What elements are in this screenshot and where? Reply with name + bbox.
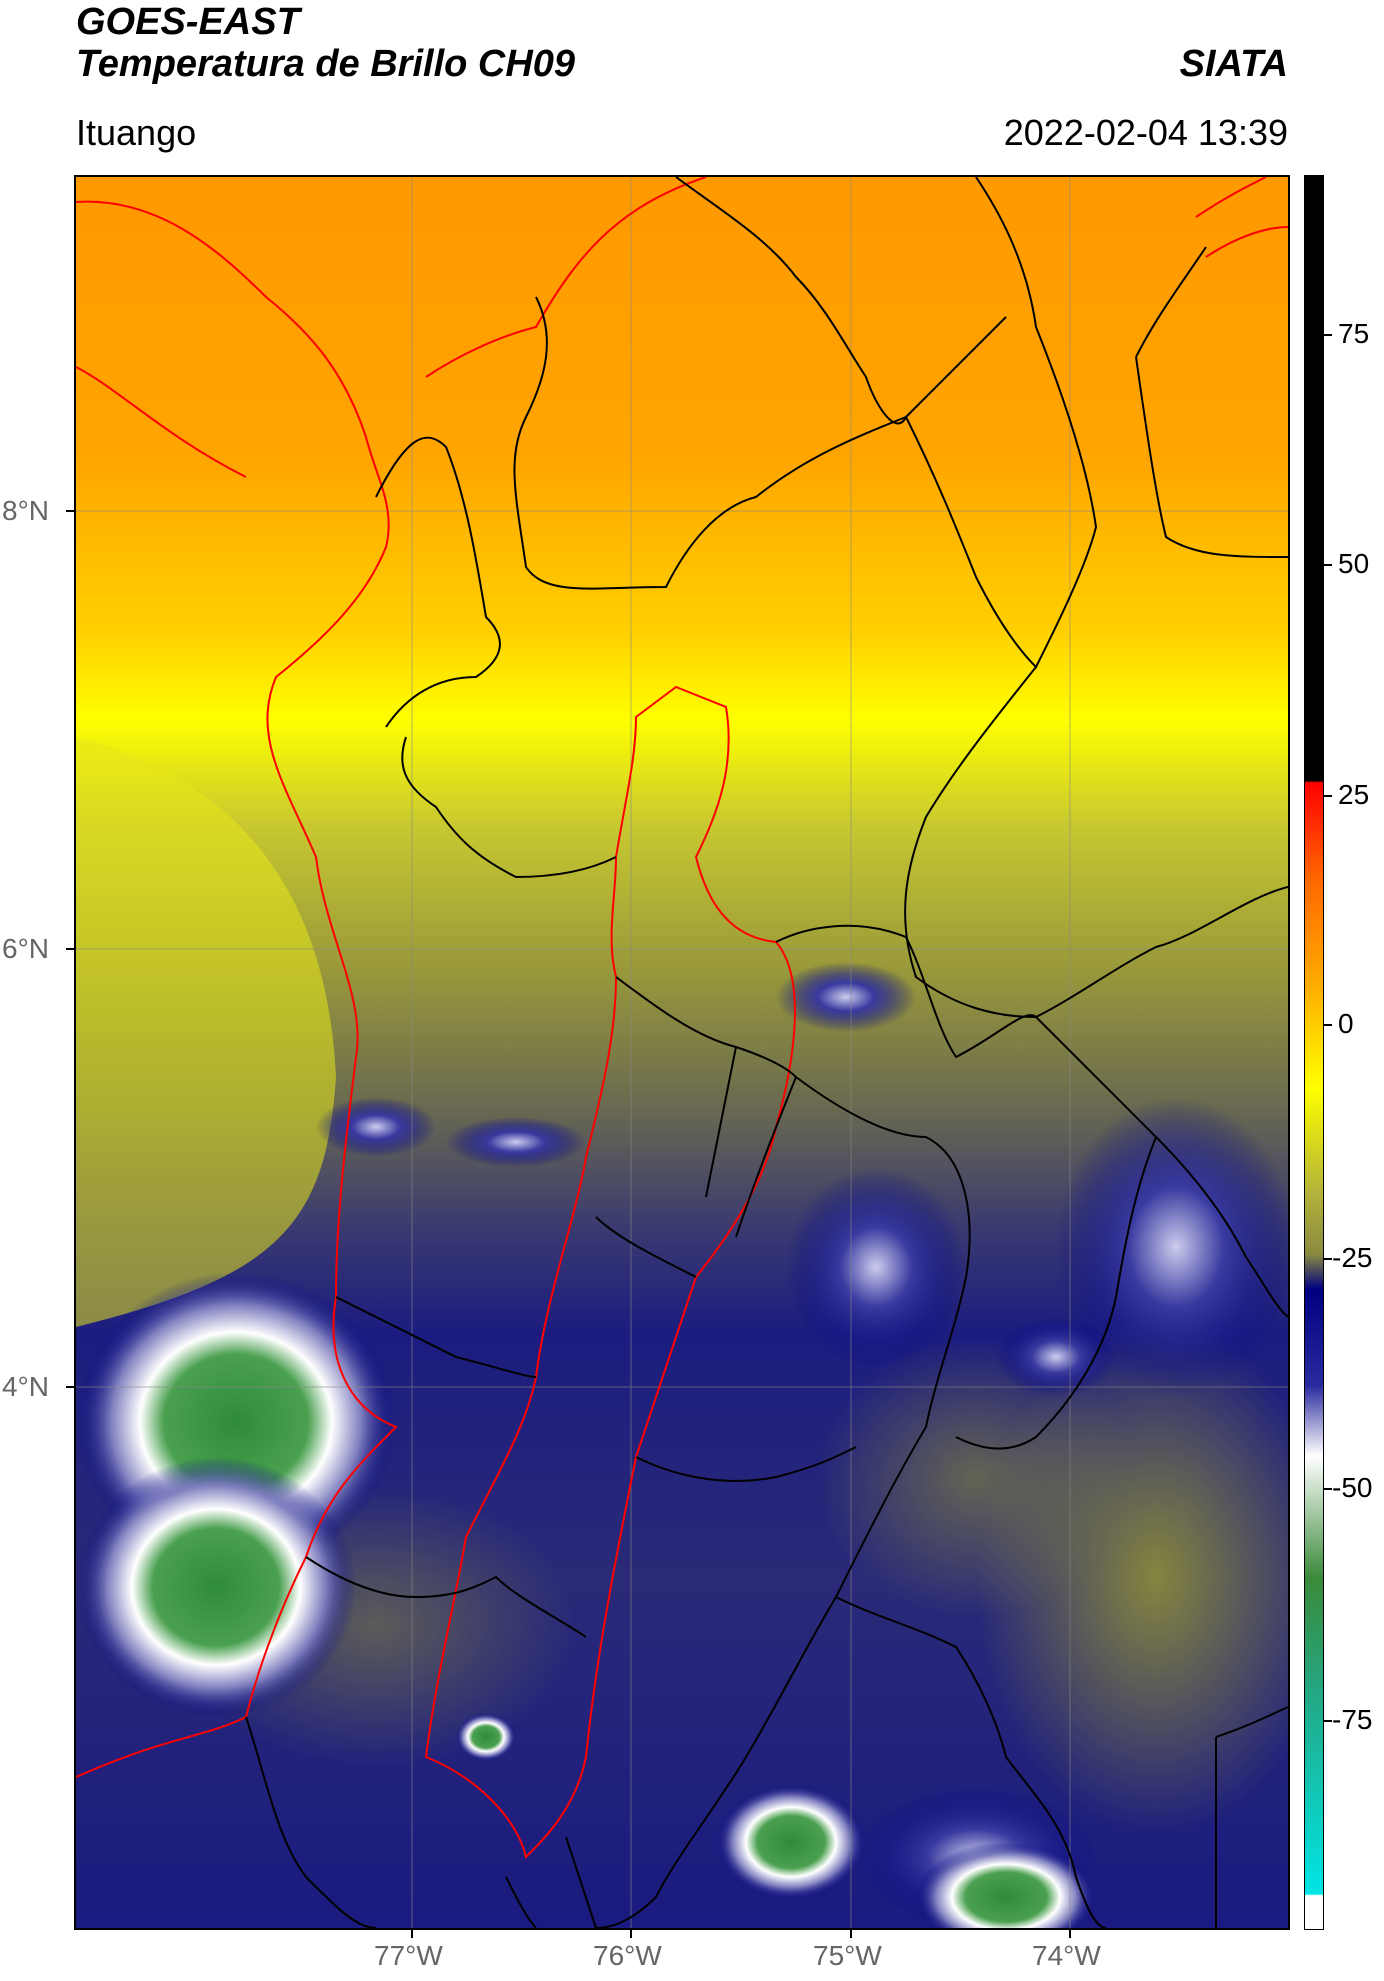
lon-label-77w: 77°W: [374, 1940, 443, 1971]
organization-label: SIATA: [1179, 43, 1288, 85]
colorbar-tick: [1324, 564, 1332, 566]
colorbar-tick: [1324, 334, 1332, 336]
lon-tick: [850, 1930, 852, 1938]
lat-tick: [66, 510, 74, 512]
colorbar-label-minus25: -25: [1332, 1242, 1373, 1273]
lon-label-74w: 74°W: [1032, 1940, 1101, 1971]
colorbar-tick: [1324, 1488, 1332, 1490]
lat-label-6n: 6°N: [2, 933, 49, 964]
highlight-region: [424, 685, 796, 1859]
satellite-title: GOES-EAST: [76, 1, 300, 43]
colorbar-label-50: 50: [1338, 548, 1370, 579]
lat-label-8n: 8°N: [2, 495, 49, 526]
lat-label-4n: 4°N: [2, 1371, 49, 1402]
colorbar-label-25: 25: [1338, 779, 1370, 810]
colorbar-tick: [1324, 1258, 1332, 1260]
colorbar-tick: [1324, 1024, 1332, 1026]
region-label: Ituango: [76, 112, 197, 153]
graticule: [76, 177, 1288, 1928]
lon-tick: [411, 1930, 413, 1938]
lon-label-76w: 76°W: [593, 1940, 662, 1971]
lat-tick: [66, 1386, 74, 1388]
colorbar-tick: [1324, 1720, 1332, 1722]
product-title: Temperatura de Brillo CH09: [76, 43, 576, 85]
brightness-temperature-image: [76, 177, 1288, 1928]
colorbar-label-0: 0: [1338, 1008, 1354, 1039]
lon-tick: [630, 1930, 632, 1938]
department-boundaries: [245, 177, 1288, 1928]
temperature-colorbar: [1304, 175, 1324, 1930]
lon-label-75w: 75°W: [813, 1940, 882, 1971]
colorbar-tick: [1324, 795, 1332, 797]
lon-tick: [1069, 1930, 1071, 1938]
datetime-label: 2022-02-04 13:39: [1003, 112, 1288, 153]
coastline: [76, 200, 398, 1778]
colorbar-label-75: 75: [1338, 318, 1370, 349]
colorbar-label-minus75: -75: [1332, 1704, 1373, 1735]
lat-tick: [66, 948, 74, 950]
colorbar-label-minus50: -50: [1332, 1472, 1373, 1503]
colorbar-gradient: [1305, 176, 1323, 1929]
satellite-map[interactable]: [74, 175, 1290, 1930]
